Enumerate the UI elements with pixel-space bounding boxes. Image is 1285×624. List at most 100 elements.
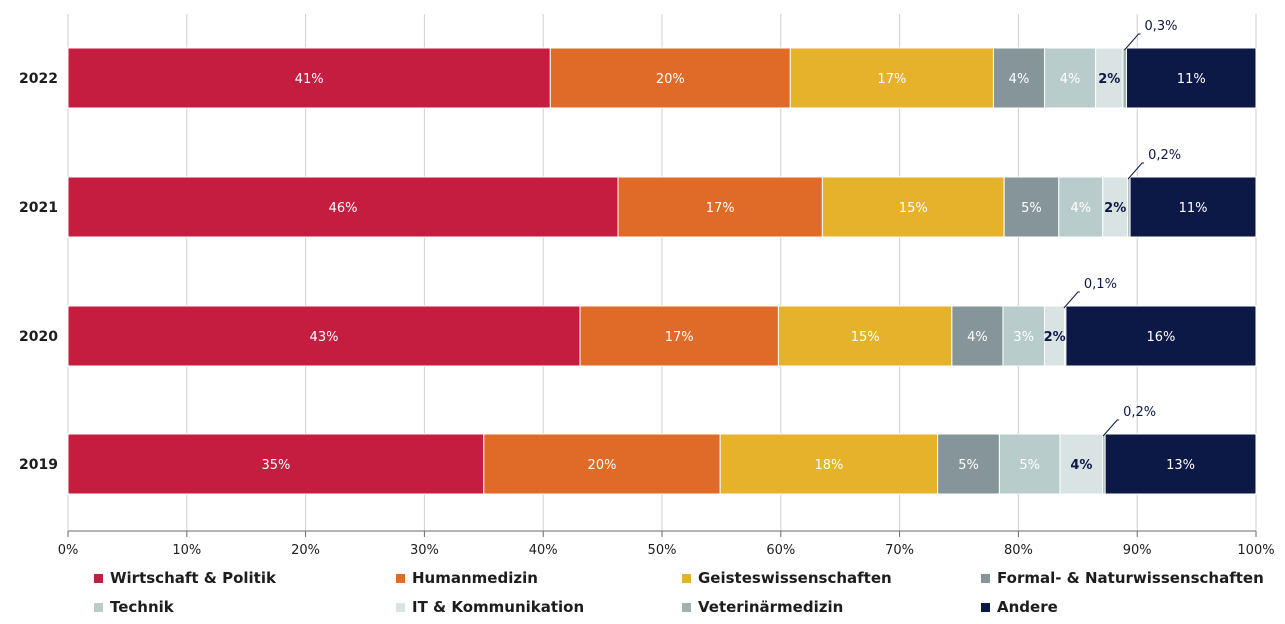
bar-segment bbox=[1104, 433, 1257, 495]
bar-segment bbox=[1059, 433, 1104, 495]
data-label: 20% bbox=[588, 458, 617, 473]
legend-swatch bbox=[981, 573, 990, 583]
bar-segment bbox=[1126, 47, 1257, 109]
bar-segment bbox=[1003, 176, 1060, 238]
bar-segment bbox=[937, 433, 1000, 495]
callout-line bbox=[1127, 162, 1145, 180]
data-label: 15% bbox=[899, 201, 928, 216]
x-tick-label: 90% bbox=[1123, 543, 1152, 558]
data-label: 4% bbox=[1060, 72, 1081, 87]
data-label: 0,2% bbox=[1123, 405, 1156, 420]
legend-swatch bbox=[682, 573, 691, 583]
legend-label: Technik bbox=[110, 598, 174, 616]
legend-label: Geisteswissenschaften bbox=[698, 569, 892, 587]
data-label: 0,1% bbox=[1084, 277, 1117, 292]
data-label: 2% bbox=[1044, 330, 1066, 345]
callout-line bbox=[1102, 419, 1120, 437]
legend-swatch bbox=[94, 602, 103, 612]
data-label: 4% bbox=[1070, 201, 1091, 216]
y-category-label: 2022 bbox=[19, 71, 58, 87]
data-label: 5% bbox=[1019, 458, 1040, 473]
y-category-label: 2021 bbox=[19, 200, 58, 216]
x-tick-label: 30% bbox=[410, 543, 439, 558]
data-label: 4% bbox=[967, 330, 988, 345]
data-label: 18% bbox=[814, 458, 843, 473]
x-tick-label: 20% bbox=[291, 543, 320, 558]
data-label: 17% bbox=[877, 72, 906, 87]
data-label: 2% bbox=[1104, 201, 1126, 216]
y-category-label: 2019 bbox=[19, 457, 58, 473]
legend-item: Andere bbox=[981, 598, 1058, 616]
data-label: 5% bbox=[1021, 201, 1042, 216]
bar-segment bbox=[1044, 47, 1097, 109]
data-label: 5% bbox=[958, 458, 979, 473]
data-label: 11% bbox=[1179, 201, 1208, 216]
legend-label: Humanmedizin bbox=[412, 569, 538, 587]
bar-segment bbox=[579, 305, 779, 367]
bar-segment bbox=[67, 176, 619, 238]
legend-item: Technik bbox=[94, 598, 174, 616]
bar-segment bbox=[67, 47, 551, 109]
legend-swatch bbox=[396, 573, 405, 583]
x-tick-label: 50% bbox=[648, 543, 677, 558]
x-tick-label: 80% bbox=[1004, 543, 1033, 558]
x-tick-label: 70% bbox=[885, 543, 914, 558]
bar-segment bbox=[821, 176, 1005, 238]
data-label: 4% bbox=[1070, 458, 1092, 473]
bar-segment bbox=[1002, 305, 1046, 367]
bar-segment bbox=[777, 305, 953, 367]
x-tick-label: 60% bbox=[766, 543, 795, 558]
x-tick-label: 100% bbox=[1237, 543, 1274, 558]
legend-item: Wirtschaft & Politik bbox=[94, 569, 276, 587]
bar-segment bbox=[1095, 47, 1124, 109]
data-label: 20% bbox=[656, 72, 685, 87]
bar-segment bbox=[549, 47, 791, 109]
callout-line bbox=[1063, 291, 1080, 309]
x-tick-label: 10% bbox=[172, 543, 201, 558]
bar-segment bbox=[67, 433, 485, 495]
legend-swatch bbox=[94, 573, 103, 583]
bar-segment bbox=[998, 433, 1061, 495]
bar-segment bbox=[1129, 176, 1257, 238]
legend-item: Humanmedizin bbox=[396, 569, 538, 587]
data-label: 46% bbox=[329, 201, 358, 216]
data-label: 13% bbox=[1166, 458, 1195, 473]
legend-swatch bbox=[682, 602, 691, 612]
bar-segment bbox=[789, 47, 994, 109]
data-labels: 41% 20% 17% 4% 4% 2% 0,3% 11% 46% 17% 15% 5% 4% 2% 0,2… bbox=[261, 19, 1207, 473]
data-label: 0,3% bbox=[1145, 19, 1178, 34]
callout-line bbox=[1124, 33, 1141, 51]
stacked-bar-chart: 41% 20% 17% 4% 4% 2% 0,3% 11% 46% 17% 15% 5% 4% 2% 0,2… bbox=[19, 14, 1275, 558]
data-label: 43% bbox=[310, 330, 339, 345]
legend-swatch bbox=[981, 602, 990, 612]
data-label: 11% bbox=[1177, 72, 1206, 87]
data-label: 17% bbox=[706, 201, 735, 216]
data-label: 16% bbox=[1147, 330, 1176, 345]
legend-label: Formal- & Naturwissenschaften bbox=[997, 569, 1264, 587]
legend-label: Veterinärmedizin bbox=[698, 598, 844, 616]
legend-swatch bbox=[396, 602, 405, 612]
legend-item: Veterinärmedizin bbox=[682, 598, 843, 616]
data-label: 2% bbox=[1098, 72, 1120, 87]
data-label: 0,2% bbox=[1148, 148, 1181, 163]
bar-segments bbox=[67, 47, 1257, 495]
axes: 0% 10% 20% 30% 40% 50% 60% 70% 80% 90% 100% 2022 202… bbox=[19, 71, 1275, 558]
legend-label: Wirtschaft & Politik bbox=[110, 569, 276, 587]
x-tick-label: 40% bbox=[529, 543, 558, 558]
x-tick-label: 0% bbox=[58, 543, 79, 558]
data-label: 3% bbox=[1013, 330, 1034, 345]
data-label: 17% bbox=[665, 330, 694, 345]
legend-item: IT & Kommunikation bbox=[396, 598, 584, 616]
data-label: 35% bbox=[261, 458, 290, 473]
bar-segment bbox=[1065, 305, 1257, 367]
data-label: 15% bbox=[851, 330, 880, 345]
legend-label: Andere bbox=[997, 598, 1058, 616]
bar-segment bbox=[951, 305, 1004, 367]
bar-segment bbox=[617, 176, 823, 238]
data-label: 41% bbox=[295, 72, 324, 87]
data-label: 4% bbox=[1009, 72, 1030, 87]
bar-segment bbox=[483, 433, 721, 495]
bar-segment bbox=[719, 433, 939, 495]
bar-segment bbox=[1122, 47, 1128, 109]
legend-item: Geisteswissenschaften bbox=[682, 569, 892, 587]
